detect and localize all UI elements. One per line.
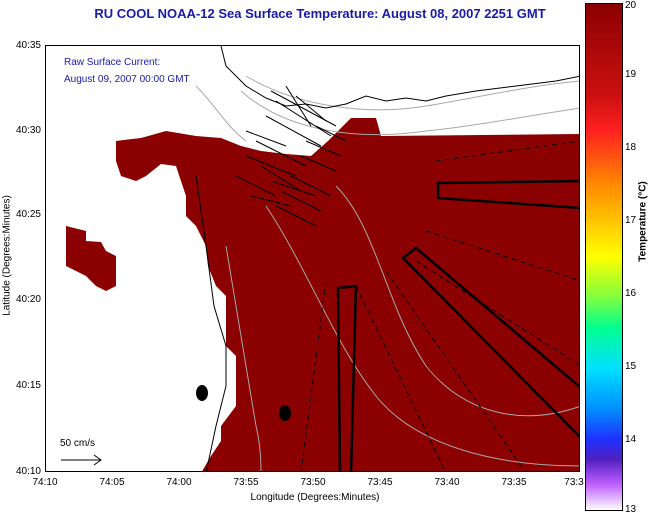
colorbar-tick: 18 <box>625 142 637 153</box>
surface-current-vectors <box>235 85 347 227</box>
y-tick-label: 40:20 <box>15 294 41 305</box>
sst-field <box>66 118 579 471</box>
marked-zones <box>336 179 579 471</box>
colorbar-tick: 20 <box>625 0 637 11</box>
x-tick-label: 73:50 <box>300 477 326 488</box>
temperature-colorbar <box>585 3 623 511</box>
colorbar-tick: 14 <box>625 434 637 445</box>
y-axis-label: Latitude (Degrees:Minutes) <box>1 195 13 316</box>
colorbar-tick: 19 <box>625 69 637 80</box>
y-tick-label: 40:35 <box>15 40 41 51</box>
map-title: RU COOL NOAA-12 Sea Surface Temperature:… <box>94 6 546 21</box>
sst-map <box>61 46 579 471</box>
overlay-line-1: Raw Surface Current: <box>64 57 161 68</box>
colorbar-tick: 16 <box>625 288 637 299</box>
bathymetry-contours <box>195 75 579 471</box>
x-tick-label: 73:55 <box>233 477 259 488</box>
colorbar-tick: 13 <box>625 504 637 515</box>
map-plot-area <box>45 45 580 472</box>
radial-lines <box>300 140 579 471</box>
colorbar-tick: 15 <box>625 361 637 372</box>
marker-dot <box>279 405 291 421</box>
y-tick-label: 40:25 <box>15 209 41 220</box>
scale-label: 50 cm/s <box>60 438 96 449</box>
x-tick-label: 73:3 <box>564 477 584 488</box>
x-axis-label: Longitude (Degrees:Minutes) <box>250 492 380 503</box>
scale-arrow <box>61 454 102 466</box>
colorbar-tick: 17 <box>625 215 637 226</box>
marker-dot <box>196 385 208 401</box>
y-tick-label: 40:15 <box>15 380 41 391</box>
x-tick-label: 73:45 <box>367 477 393 488</box>
colorbar-label: Temperature (°C) <box>637 181 649 262</box>
y-tick-label: 40:10 <box>15 466 41 477</box>
coastline <box>195 46 579 471</box>
overlay-line-2: August 09, 2007 00:00 GMT <box>64 74 190 85</box>
x-tick-label: 74:10 <box>32 477 58 488</box>
x-tick-label: 73:35 <box>501 477 527 488</box>
x-tick-label: 73:40 <box>434 477 460 488</box>
x-tick-label: 74:05 <box>99 477 125 488</box>
y-tick-label: 40:30 <box>15 125 41 136</box>
current-overlay-label: Raw Surface Current: August 09, 2007 00:… <box>64 54 190 88</box>
x-tick-label: 74:00 <box>166 477 192 488</box>
